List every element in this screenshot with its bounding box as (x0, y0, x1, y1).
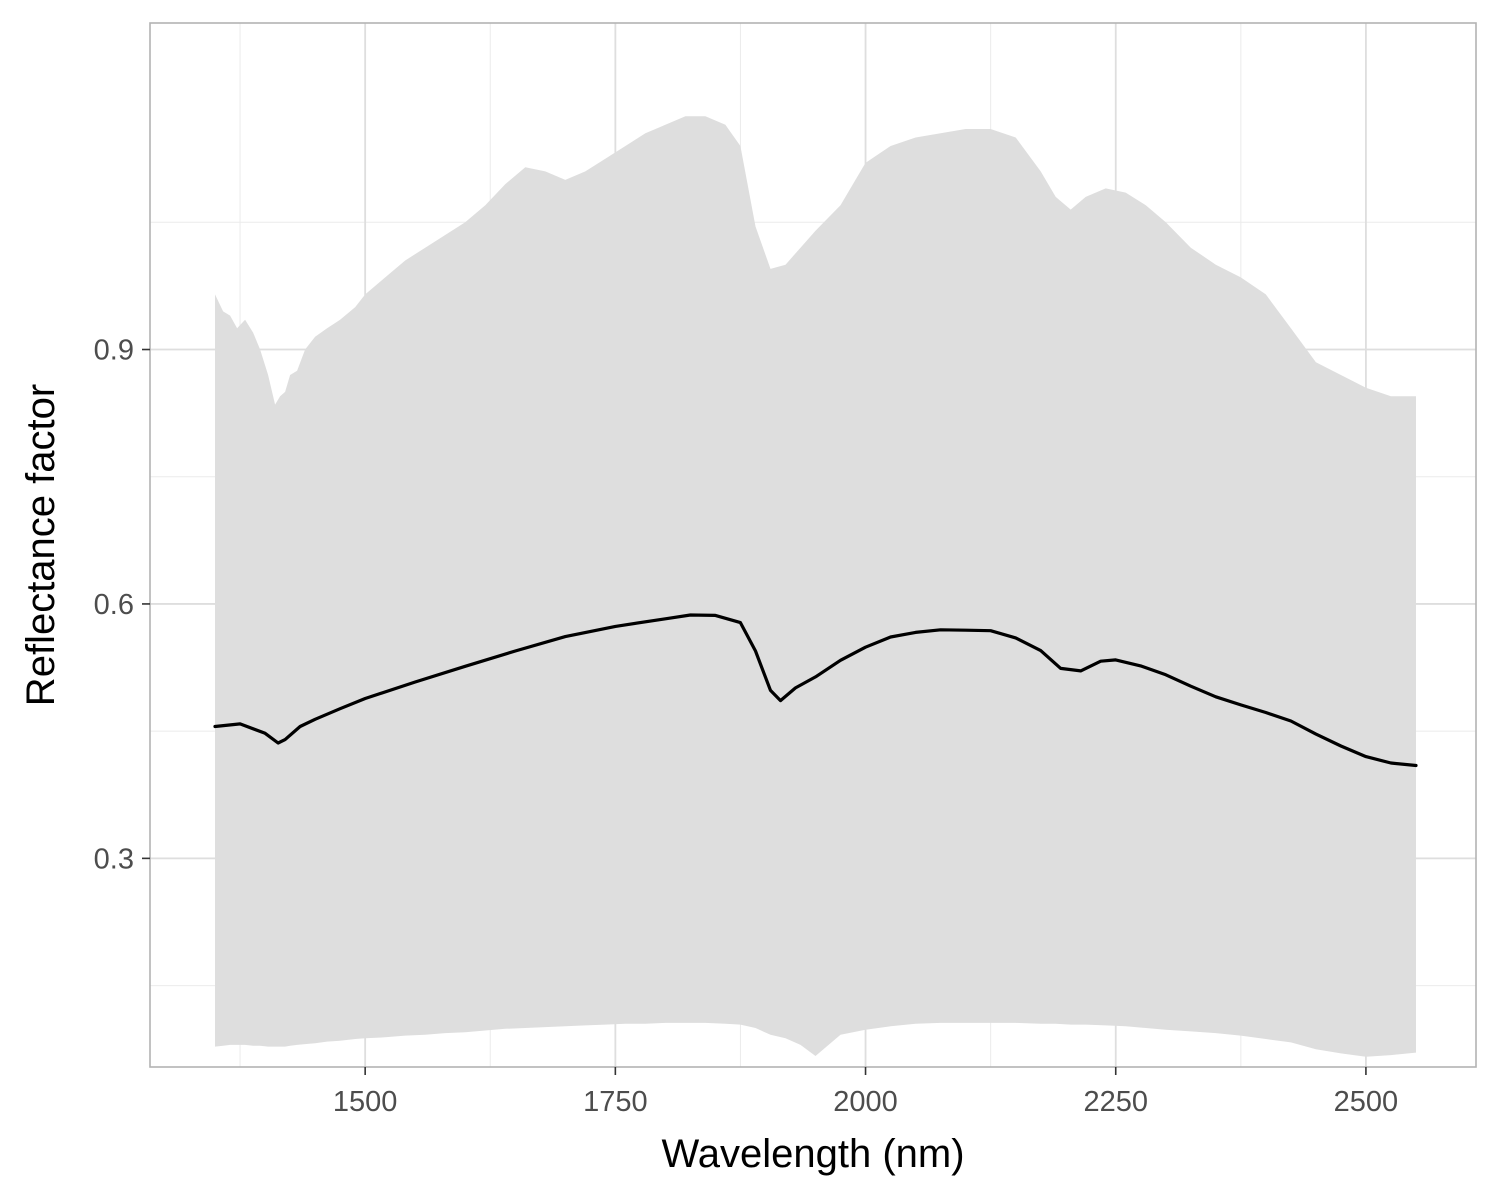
y-tick-label: 0.6 (94, 589, 134, 621)
x-tick-label: 1500 (333, 1086, 398, 1118)
y-tick-label: 0.3 (94, 843, 134, 875)
x-tick-label: 2500 (1334, 1086, 1399, 1118)
y-axis-title: Reflectance factor (19, 384, 63, 706)
x-axis-title: Wavelength (nm) (661, 1132, 964, 1176)
x-axis: 1500 1750 2000 2250 2500 (333, 1067, 1398, 1118)
y-axis: 0.3 0.6 0.9 (94, 335, 150, 875)
y-tick-label: 0.9 (94, 335, 134, 367)
data-layer (213, 116, 1418, 1057)
mean-reflectance-line (213, 613, 1418, 768)
x-tick-label: 2000 (833, 1086, 898, 1118)
x-tick-label: 1750 (583, 1086, 648, 1118)
x-tick-label: 2250 (1083, 1086, 1148, 1118)
confidence-ribbon (215, 116, 1416, 1057)
panel-border (149, 22, 1477, 1068)
